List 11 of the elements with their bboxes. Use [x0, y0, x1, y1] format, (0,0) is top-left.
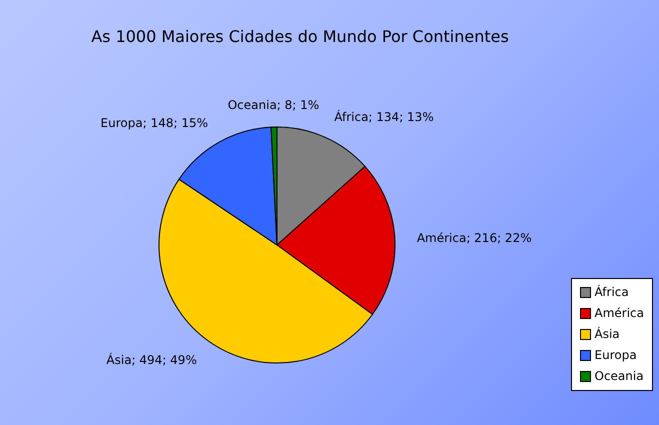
- data-label: Oceania; 8; 1%: [228, 98, 320, 112]
- data-label: Europa; 148; 15%: [100, 116, 208, 130]
- legend-label: Europa: [594, 347, 637, 364]
- legend-label: África: [594, 284, 629, 301]
- legend-label: Ásia: [594, 326, 620, 343]
- chart-title: As 1000 Maiores Cidades do Mundo Por Continentes: [90, 27, 510, 46]
- data-label: América; 216; 22%: [416, 230, 532, 245]
- data-label: África; 134; 13%: [334, 109, 434, 124]
- legend-label: Oceania: [594, 368, 644, 385]
- legend-label: América: [594, 305, 644, 322]
- data-label: Ásia; 494; 49%: [106, 352, 197, 367]
